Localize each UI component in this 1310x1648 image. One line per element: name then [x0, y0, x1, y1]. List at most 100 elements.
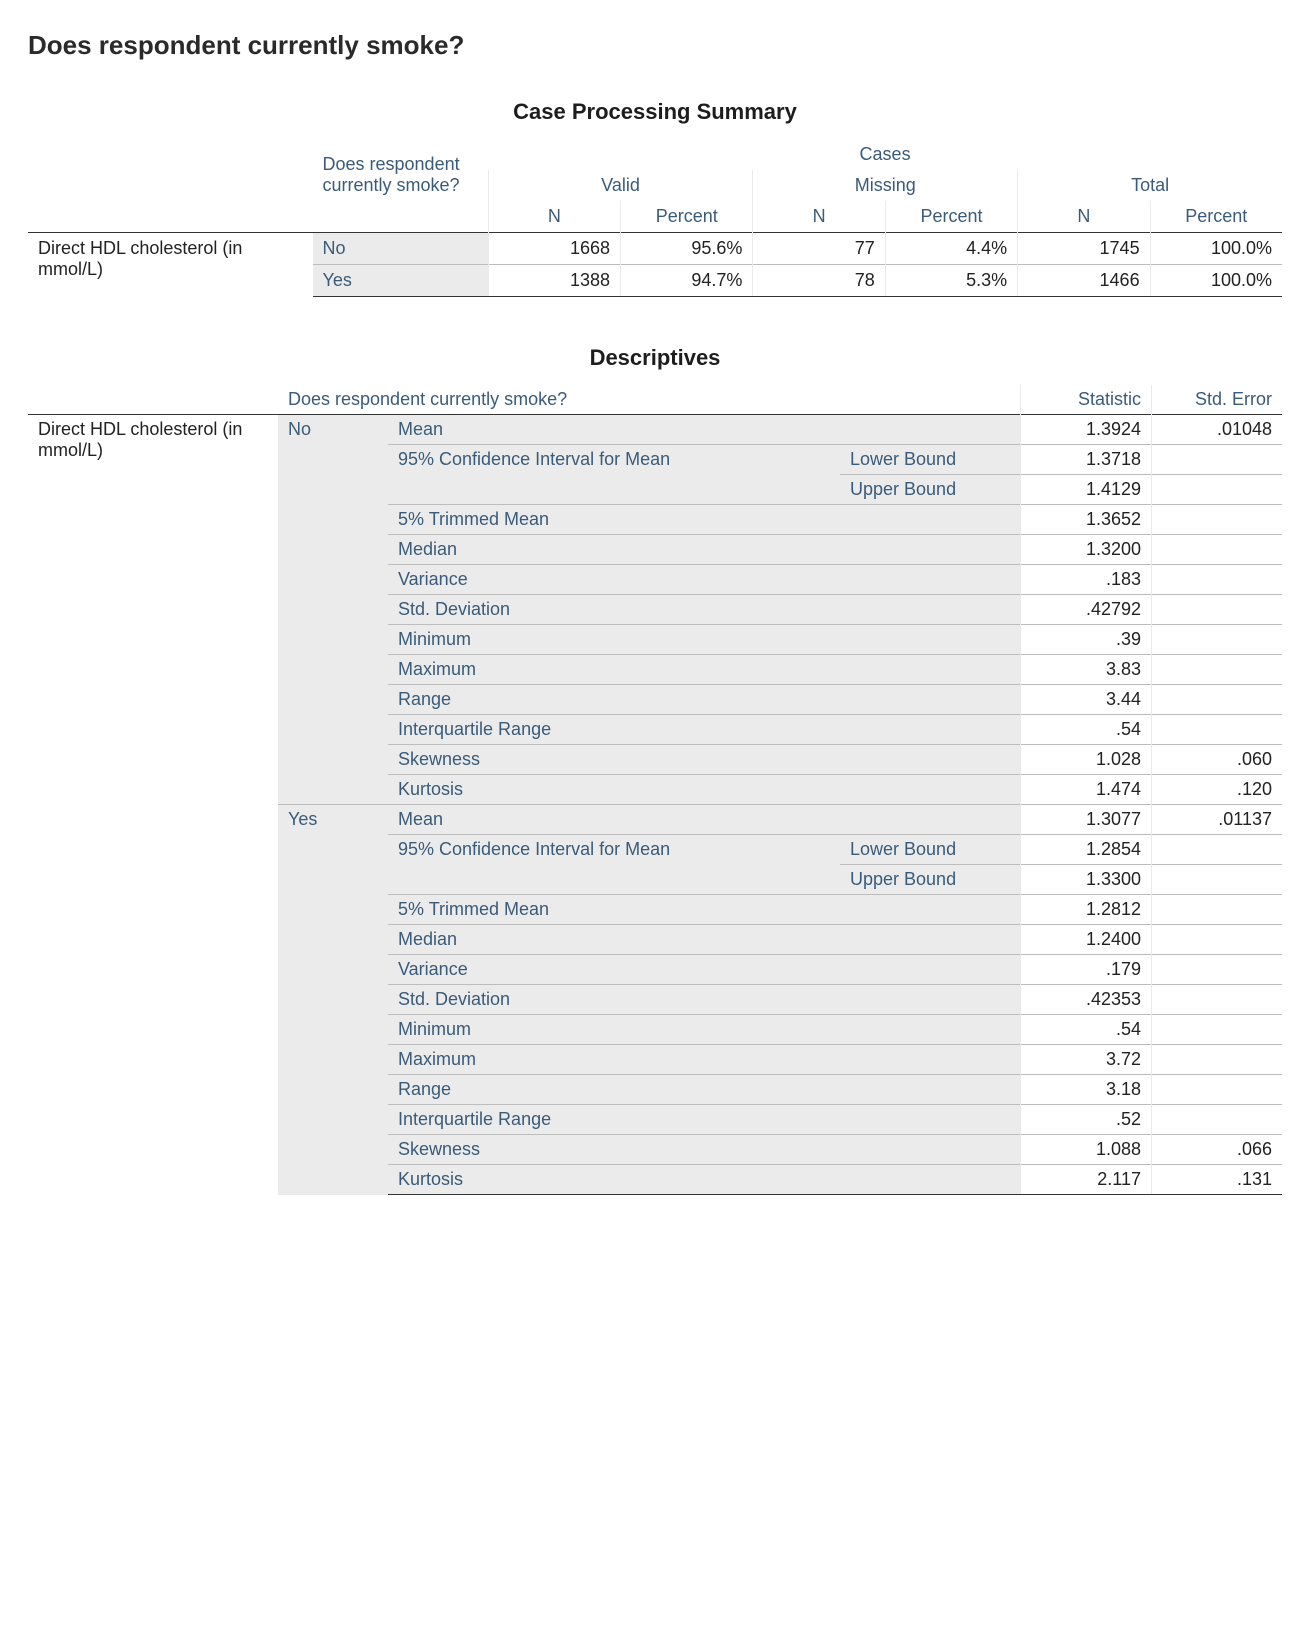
cps-cell: 4.4% [885, 233, 1017, 265]
desc-stat-value: 1.2812 [1021, 895, 1152, 925]
desc-stat-value: 1.088 [1021, 1135, 1152, 1165]
desc-stat-label: Kurtosis [388, 1165, 1021, 1195]
desc-stderr-value [1152, 595, 1283, 625]
desc-stat-value: 1.474 [1021, 775, 1152, 805]
desc-stderr-value [1152, 565, 1283, 595]
desc-stat-value: .183 [1021, 565, 1152, 595]
desc-row-label: Direct HDL cholesterol (in mmol/L) [28, 415, 278, 1195]
desc-stat-value: .54 [1021, 715, 1152, 745]
desc-stderr-value [1152, 1045, 1283, 1075]
desc-stderr-value: .120 [1152, 775, 1283, 805]
desc-group-header: Does respondent currently smoke? [278, 385, 1021, 415]
cps-row-no: Direct HDL cholesterol (in mmol/L) No 16… [28, 233, 1282, 265]
desc-stderr-value [1152, 865, 1283, 895]
cps-cell: 5.3% [885, 265, 1017, 297]
desc-stat-value: 1.3200 [1021, 535, 1152, 565]
desc-stderr-value: .066 [1152, 1135, 1283, 1165]
desc-stderr-value [1152, 475, 1283, 505]
cps-cell: 100.0% [1150, 233, 1282, 265]
desc-stat-label: 95% Confidence Interval for Mean [388, 445, 840, 505]
desc-stderr-value [1152, 505, 1283, 535]
cps-missing-header: Missing [753, 170, 1018, 201]
cps-table: Does respondent currently smoke? Cases V… [28, 139, 1282, 297]
desc-title: Descriptives [28, 345, 1282, 371]
cps-row-label: Direct HDL cholesterol (in mmol/L) [28, 233, 313, 297]
desc-stat-value: 1.2400 [1021, 925, 1152, 955]
desc-ci-bound-label: Upper Bound [840, 475, 1021, 505]
desc-ci-bound-label: Lower Bound [840, 445, 1021, 475]
cps-n-header-3: N [1018, 201, 1150, 233]
desc-stat-value: 1.3300 [1021, 865, 1152, 895]
desc-stat-value: .39 [1021, 625, 1152, 655]
desc-stat-value: 3.72 [1021, 1045, 1152, 1075]
desc-stat-label: Kurtosis [388, 775, 1021, 805]
desc-stat-label: 5% Trimmed Mean [388, 505, 1021, 535]
desc-stderr-value [1152, 925, 1283, 955]
cps-pct-header-2: Percent [885, 201, 1017, 233]
cps-n-header-2: N [753, 201, 885, 233]
desc-stat-value: 1.3652 [1021, 505, 1152, 535]
desc-stderr-value: .060 [1152, 745, 1283, 775]
desc-stat-label: Variance [388, 955, 1021, 985]
desc-ci-bound-label: Upper Bound [840, 865, 1021, 895]
desc-stat-label: Minimum [388, 1015, 1021, 1045]
cps-cell: 95.6% [621, 233, 753, 265]
desc-stat-value: 1.028 [1021, 745, 1152, 775]
cps-group-no: No [313, 233, 489, 265]
desc-stderr-value [1152, 985, 1283, 1015]
desc-stat-header: Statistic [1021, 385, 1152, 415]
desc-stat-value: .52 [1021, 1105, 1152, 1135]
desc-stat-label: 5% Trimmed Mean [388, 895, 1021, 925]
cps-cell: 77 [753, 233, 885, 265]
desc-group-name: No [278, 415, 388, 805]
desc-table: Does respondent currently smoke? Statist… [28, 385, 1282, 1195]
desc-group-name: Yes [278, 805, 388, 1195]
desc-stat-label: Interquartile Range [388, 715, 1021, 745]
desc-stat-label: Skewness [388, 745, 1021, 775]
desc-ci-bound-label: Lower Bound [840, 835, 1021, 865]
desc-stat-label: Median [388, 925, 1021, 955]
desc-stderr-value [1152, 715, 1283, 745]
desc-stat-label: Variance [388, 565, 1021, 595]
desc-stat-label: 95% Confidence Interval for Mean [388, 835, 840, 895]
desc-stderr-value [1152, 625, 1283, 655]
desc-stat-value: 1.4129 [1021, 475, 1152, 505]
cps-pct-header-1: Percent [621, 201, 753, 233]
desc-stat-label: Std. Deviation [388, 595, 1021, 625]
desc-stat-value: 2.117 [1021, 1165, 1152, 1195]
desc-stderr-value: .131 [1152, 1165, 1283, 1195]
cps-group-yes: Yes [313, 265, 489, 297]
desc-stderr-value [1152, 835, 1283, 865]
desc-stat-value: 3.18 [1021, 1075, 1152, 1105]
desc-stat-value: .42353 [1021, 985, 1152, 1015]
desc-stat-value: 1.2854 [1021, 835, 1152, 865]
cps-cell: 94.7% [621, 265, 753, 297]
page-title: Does respondent currently smoke? [28, 30, 1282, 61]
cps-cell: 1388 [488, 265, 620, 297]
desc-stat-label: Std. Deviation [388, 985, 1021, 1015]
desc-stderr-value [1152, 1075, 1283, 1105]
desc-stderr-value [1152, 535, 1283, 565]
cps-cell: 1745 [1018, 233, 1150, 265]
cps-pct-header-3: Percent [1150, 201, 1282, 233]
desc-stat-value: 1.3924 [1021, 415, 1152, 445]
desc-stat-label: Interquartile Range [388, 1105, 1021, 1135]
desc-stat-label: Skewness [388, 1135, 1021, 1165]
desc-stat-value: 3.44 [1021, 685, 1152, 715]
cps-group-header: Does respondent currently smoke? [313, 139, 489, 201]
desc-stat-value: .42792 [1021, 595, 1152, 625]
desc-stderr-value [1152, 955, 1283, 985]
desc-row: Direct HDL cholesterol (in mmol/L)NoMean… [28, 415, 1282, 445]
desc-stderr-value [1152, 655, 1283, 685]
desc-stat-label: Range [388, 1075, 1021, 1105]
desc-stderr-value: .01048 [1152, 415, 1283, 445]
cps-valid-header: Valid [488, 170, 753, 201]
desc-stderr-value [1152, 1015, 1283, 1045]
cps-cell: 1466 [1018, 265, 1150, 297]
desc-stat-value: .179 [1021, 955, 1152, 985]
desc-stat-label: Maximum [388, 655, 1021, 685]
desc-stat-label: Mean [388, 415, 1021, 445]
desc-stat-label: Maximum [388, 1045, 1021, 1075]
cps-total-header: Total [1018, 170, 1282, 201]
desc-stderr-value [1152, 445, 1283, 475]
